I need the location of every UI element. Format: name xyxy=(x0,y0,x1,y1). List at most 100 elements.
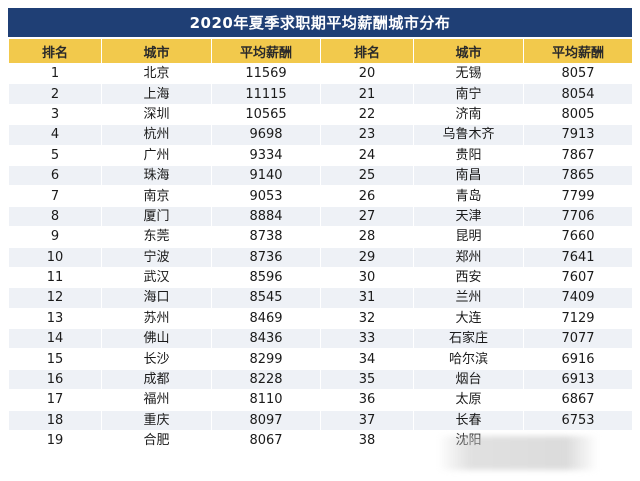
city-cell: 天津 xyxy=(413,205,524,228)
city-cell: 昆明 xyxy=(413,226,524,248)
table-row: 19合肥806738沈阳 xyxy=(8,430,633,452)
salary-cell: 8738 xyxy=(211,226,321,248)
salary-cell: 9334 xyxy=(211,144,321,166)
rank-cell: 12 xyxy=(8,287,102,309)
rank-cell: 29 xyxy=(320,246,414,268)
city-cell: 乌鲁木齐 xyxy=(413,124,524,146)
salary-cell: 7077 xyxy=(523,328,633,350)
city-cell: 南昌 xyxy=(413,164,524,187)
salary-cell: 7129 xyxy=(523,307,633,330)
salary-cell: 7799 xyxy=(523,185,633,207)
rank-cell: 23 xyxy=(320,124,414,146)
salary-cell: 6753 xyxy=(523,409,633,432)
city-cell: 成都 xyxy=(101,368,212,391)
city-cell: 烟台 xyxy=(413,368,524,391)
rank-cell: 17 xyxy=(8,389,102,411)
salary-cell: 8436 xyxy=(211,328,321,350)
rank-cell: 5 xyxy=(8,144,102,166)
header-salary: 平均薪酬 xyxy=(211,38,321,64)
table-row: 4 杭州 9698 23 乌鲁木齐 7913 xyxy=(8,124,633,146)
table-row: 8 厦门 8884 27 天津 7706 xyxy=(8,205,633,228)
salary-cell: 7607 xyxy=(523,266,633,289)
salary-cell: 8736 xyxy=(211,246,321,268)
table-row: 17 福州 8110 36 太原 6867 xyxy=(8,389,633,411)
rank-cell: 3 xyxy=(8,103,102,126)
table-row: 13 苏州 8469 32 大连 7129 xyxy=(8,307,633,330)
city-cell: 长春 xyxy=(413,409,524,432)
city-cell: 大连 xyxy=(413,307,524,330)
city-cell: 苏州 xyxy=(101,307,212,330)
salary-cell: 6913 xyxy=(523,368,633,391)
table-row: 7 南京 9053 26 青岛 7799 xyxy=(8,185,633,207)
salary-cell: 8097 xyxy=(211,409,321,432)
table-row: 11 武汉 8596 30 西安 7607 xyxy=(8,266,633,289)
table-row: 9 东莞 8738 28 昆明 7660 xyxy=(8,226,633,248)
rank-cell: 21 xyxy=(320,83,414,105)
rank-cell: 25 xyxy=(320,164,414,187)
rank-cell: 37 xyxy=(320,409,414,432)
rank-cell: 10 xyxy=(8,246,102,268)
salary-cell: 11115 xyxy=(211,83,321,105)
table-row: 10 宁波 8736 29 郑州 7641 xyxy=(8,246,633,268)
rank-cell: 22 xyxy=(320,103,414,126)
rank-cell: 32 xyxy=(320,307,414,330)
rank-cell: 36 xyxy=(320,389,414,411)
salary-cell: 7865 xyxy=(523,164,633,187)
salary-cell: 9698 xyxy=(211,124,321,146)
city-cell: 宁波 xyxy=(101,246,212,268)
table-title: 2020年夏季求职期平均薪酬城市分布 xyxy=(8,8,632,37)
header-city: 城市 xyxy=(413,38,524,64)
rank-cell: 7 xyxy=(8,185,102,207)
city-cell: 福州 xyxy=(101,389,212,411)
rank-cell: 35 xyxy=(320,368,414,391)
salary-cell: 8596 xyxy=(211,266,321,289)
salary-cell: 6867 xyxy=(523,389,633,411)
city-cell: 珠海 xyxy=(101,164,212,187)
salary-cell: 8067 xyxy=(211,430,321,452)
city-cell: 海口 xyxy=(101,287,212,309)
table-row: 15 长沙 8299 34 哈尔滨 6916 xyxy=(8,348,633,370)
rank-cell: 4 xyxy=(8,124,102,146)
table-row: 1 北京 11569 20 无锡 8057 xyxy=(8,62,633,85)
salary-cell: 7706 xyxy=(523,205,633,228)
header-rank: 排名 xyxy=(320,38,414,64)
rank-cell: 20 xyxy=(320,62,414,85)
salary-table: 排名 城市 平均薪酬 排名 城市 平均薪酬 1 北京 11569 20 无锡 8057 2 上… xyxy=(8,38,633,452)
header-salary: 平均薪酬 xyxy=(523,38,633,64)
city-cell: 佛山 xyxy=(101,328,212,350)
city-cell: 深圳 xyxy=(101,103,212,126)
city-cell: 合肥 xyxy=(101,430,212,452)
city-cell: 武汉 xyxy=(101,266,212,289)
salary-cell: 8545 xyxy=(211,287,321,309)
city-cell: 厦门 xyxy=(101,205,212,228)
salary-cell: 9140 xyxy=(211,164,321,187)
table-row: 6 珠海 9140 25 南昌 7865 xyxy=(8,164,633,187)
city-cell: 贵阳 xyxy=(413,144,524,166)
city-cell: 哈尔滨 xyxy=(413,348,524,370)
salary-cell: 8110 xyxy=(211,389,321,411)
city-cell: 南京 xyxy=(101,185,212,207)
city-cell: 东莞 xyxy=(101,226,212,248)
salary-cell: 7867 xyxy=(523,144,633,166)
rank-cell: 26 xyxy=(320,185,414,207)
rank-cell: 28 xyxy=(320,226,414,248)
rank-cell: 31 xyxy=(320,287,414,309)
rank-cell: 34 xyxy=(320,348,414,370)
rank-cell: 24 xyxy=(320,144,414,166)
rank-cell: 30 xyxy=(320,266,414,289)
city-cell: 无锡 xyxy=(413,62,524,85)
city-cell: 太原 xyxy=(413,389,524,411)
rank-cell: 9 xyxy=(8,226,102,248)
city-cell: 兰州 xyxy=(413,287,524,309)
rank-cell: 6 xyxy=(8,164,102,187)
rank-cell: 2 xyxy=(8,83,102,105)
city-cell: 重庆 xyxy=(101,409,212,432)
table-row: 2 上海 11115 21 南宁 8054 xyxy=(8,83,633,105)
header-city: 城市 xyxy=(101,38,212,64)
salary-cell: 10565 xyxy=(211,103,321,126)
salary-cell: 8884 xyxy=(211,205,321,228)
rank-cell: 8 xyxy=(8,205,102,228)
table-row: 16 成都 8228 35 烟台 6913 xyxy=(8,368,633,391)
city-cell: 杭州 xyxy=(101,124,212,146)
